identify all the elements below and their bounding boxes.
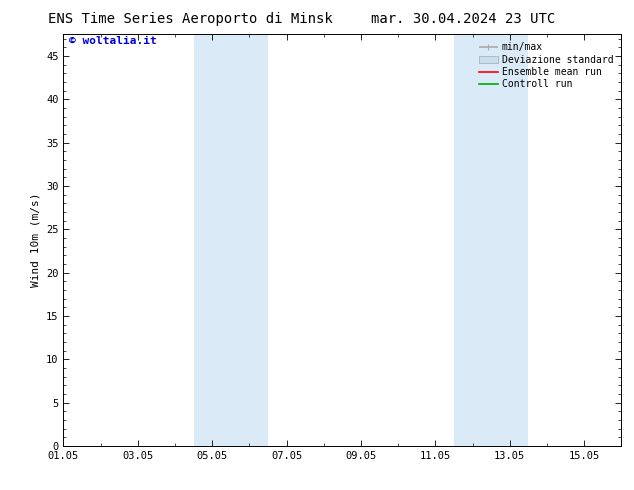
Bar: [454, 34, 528, 446]
Text: © woltalia.it: © woltalia.it: [69, 36, 157, 47]
Y-axis label: Wind 10m (m/s): Wind 10m (m/s): [30, 193, 41, 287]
Legend: min/max, Deviazione standard, Ensemble mean run, Controll run: min/max, Deviazione standard, Ensemble m…: [476, 39, 616, 92]
Text: ENS Time Series Aeroporto di Minsk: ENS Time Series Aeroporto di Minsk: [48, 12, 333, 26]
Text: mar. 30.04.2024 23 UTC: mar. 30.04.2024 23 UTC: [371, 12, 555, 26]
Bar: [193, 34, 268, 446]
